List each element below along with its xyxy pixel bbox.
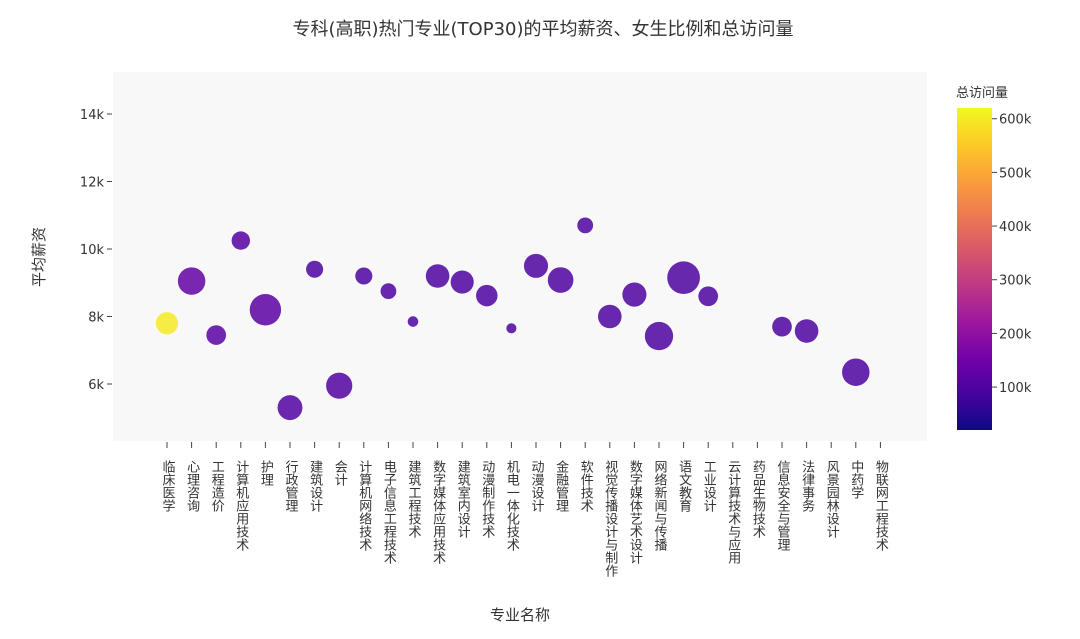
x-tick-label: 行政管理 bbox=[283, 460, 299, 512]
x-tick-label: 物联网工程技术 bbox=[873, 460, 889, 551]
x-tick-label: 临床医学 bbox=[160, 460, 176, 512]
colorbar bbox=[957, 108, 992, 430]
x-tick-label: 数字媒体应用技术 bbox=[430, 460, 446, 564]
x-tick-label: 计算机应用技术 bbox=[233, 460, 249, 551]
colorbar-tick-label: 600k bbox=[999, 113, 1032, 128]
bubble-point[interactable] bbox=[155, 312, 179, 335]
bubble-point[interactable] bbox=[206, 325, 227, 345]
x-tick-label: 电子信息工程技术 bbox=[381, 460, 397, 564]
x-tick-label: 药品生物技术 bbox=[750, 460, 766, 538]
x-tick-label: 信息安全与管理 bbox=[775, 460, 791, 551]
bubble-point[interactable] bbox=[547, 267, 574, 293]
y-axis-title: 平均薪资 bbox=[30, 227, 48, 287]
bubble-point[interactable] bbox=[577, 217, 594, 234]
x-tick-label: 心理咨询 bbox=[184, 460, 200, 512]
x-tick-label: 法律事务 bbox=[799, 460, 815, 512]
x-tick-label: 视觉传播设计与制作 bbox=[602, 460, 618, 577]
x-tick-label: 风景园林设计 bbox=[824, 460, 840, 538]
colorbar-tick-label: 500k bbox=[999, 166, 1032, 181]
colorbar-title: 总访问量 bbox=[956, 86, 1008, 101]
x-tick-label: 计算机网络技术 bbox=[356, 460, 372, 551]
bubble-point[interactable] bbox=[231, 231, 250, 250]
x-tick-label: 金融管理 bbox=[553, 459, 569, 512]
bubble-point[interactable] bbox=[772, 316, 792, 337]
bubble-point[interactable] bbox=[842, 358, 870, 386]
bubble-point[interactable] bbox=[598, 304, 622, 329]
y-tick-label: 8k bbox=[88, 311, 104, 326]
y-axis: 6k 8k 10k 12k 14k bbox=[80, 108, 112, 393]
x-tick-label: 建筑室内设计 bbox=[455, 460, 471, 538]
bubble-point[interactable] bbox=[794, 319, 819, 343]
x-tick-label: 数字媒体艺术设计 bbox=[627, 460, 643, 564]
colorbar-tick-label: 400k bbox=[999, 220, 1032, 235]
x-tick-label: 云计算技术与应用 bbox=[725, 460, 741, 565]
x-axis: 临床医学 心理咨询 工程造价 计算机应用技术 护理 行政管理 建筑设计 会计 计算机网络技术 电子… bbox=[160, 442, 889, 577]
plot-area bbox=[113, 72, 927, 441]
bubble-point[interactable] bbox=[476, 284, 498, 307]
x-tick-label: 建筑设计 bbox=[307, 460, 323, 512]
colorbar-tick-label: 200k bbox=[999, 327, 1032, 342]
x-axis-title: 专业名称 bbox=[490, 606, 550, 624]
bubble-point[interactable] bbox=[277, 395, 303, 421]
x-tick-label: 软件技术 bbox=[578, 460, 594, 512]
x-tick-label: 网络新闻与传播 bbox=[652, 460, 668, 551]
x-tick-label: 工业设计 bbox=[701, 460, 717, 512]
bubble-point[interactable] bbox=[177, 267, 206, 295]
x-tick-label: 动漫制作技术 bbox=[479, 460, 495, 538]
bubble-point[interactable] bbox=[698, 286, 719, 307]
x-tick-label: 中药学 bbox=[848, 460, 864, 499]
x-tick-label: 动漫设计 bbox=[529, 460, 545, 512]
y-tick-label: 14k bbox=[80, 108, 105, 123]
colorbar-ticks: 100k 200k 300k 400k 500k 600k bbox=[992, 113, 1032, 396]
bubble-point[interactable] bbox=[450, 270, 474, 294]
y-tick-label: 6k bbox=[88, 378, 104, 393]
chart-title: 专科(高职)热门专业(TOP30)的平均薪资、女生比例和总访问量 bbox=[292, 19, 793, 40]
y-tick-label: 12k bbox=[80, 176, 105, 191]
bubble-point[interactable] bbox=[644, 321, 674, 351]
bubble-point[interactable] bbox=[506, 323, 517, 334]
bubble-point[interactable] bbox=[380, 283, 397, 300]
x-tick-label: 护理 bbox=[258, 460, 274, 486]
colorbar-tick-label: 100k bbox=[999, 381, 1032, 396]
bubble-point[interactable] bbox=[355, 267, 373, 285]
bubble-point[interactable] bbox=[667, 261, 700, 295]
colorbar-tick-label: 300k bbox=[999, 274, 1032, 289]
data-points bbox=[155, 217, 870, 421]
x-tick-label: 会计 bbox=[332, 460, 348, 486]
bubble-point[interactable] bbox=[326, 372, 353, 399]
bubble-point[interactable] bbox=[407, 316, 419, 327]
x-tick-label: 机电一体化技术 bbox=[504, 460, 520, 551]
x-tick-label: 语文教育 bbox=[676, 460, 692, 513]
bubble-point[interactable] bbox=[249, 294, 282, 326]
x-tick-label: 工程造价 bbox=[209, 460, 225, 512]
bubble-point[interactable] bbox=[425, 264, 450, 288]
bubble-point[interactable] bbox=[523, 253, 549, 278]
y-tick-label: 10k bbox=[80, 243, 105, 258]
bubble-point[interactable] bbox=[622, 282, 647, 307]
x-tick-label: 建筑工程技术 bbox=[406, 460, 422, 538]
bubble-point[interactable] bbox=[306, 260, 324, 278]
